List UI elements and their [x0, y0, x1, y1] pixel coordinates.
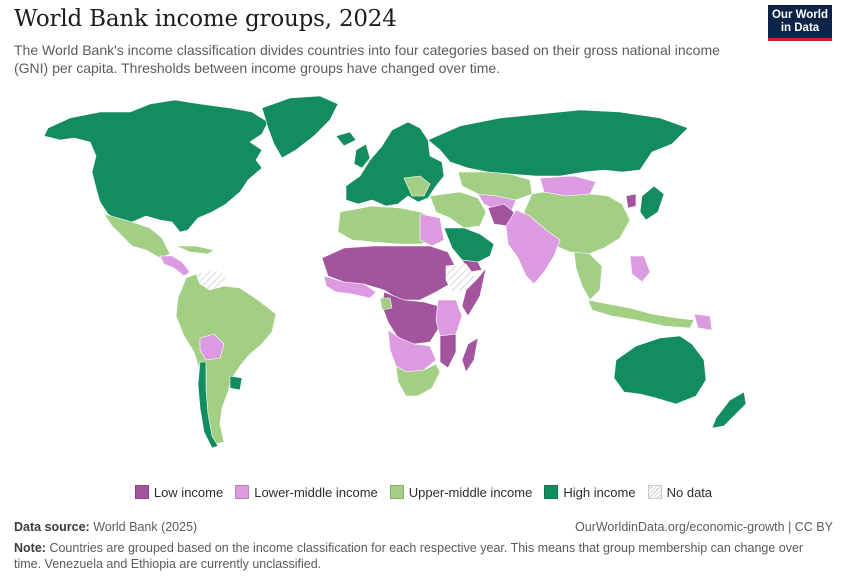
- legend-item[interactable]: No data: [647, 485, 713, 501]
- note-text: Countries are grouped based on the incom…: [14, 541, 804, 571]
- owid-logo[interactable]: Our World in Data: [768, 5, 832, 41]
- legend-item[interactable]: High income: [544, 485, 636, 501]
- region-central-africa[interactable]: [381, 291, 441, 345]
- region-iceland[interactable]: [335, 131, 357, 147]
- region-west-africa-coast[interactable]: [323, 275, 377, 299]
- region-new-zealand[interactable]: [711, 391, 747, 429]
- legend-label: No data: [666, 485, 713, 501]
- legend-item[interactable]: Low income: [134, 485, 224, 501]
- legend-swatch: [134, 485, 149, 500]
- region-east-africa[interactable]: [435, 299, 463, 337]
- legend-label: Low income: [153, 485, 224, 501]
- region-madagascar[interactable]: [461, 337, 479, 373]
- region-north-america[interactable]: [43, 99, 269, 233]
- region-somalia[interactable]: [461, 267, 487, 317]
- region-southeast-asia[interactable]: [573, 251, 603, 301]
- region-uk[interactable]: [353, 143, 371, 169]
- logo-accent-bar: [768, 38, 832, 41]
- data-source: Data source: World Bank (2025): [14, 520, 197, 534]
- region-turkey-iran[interactable]: [429, 191, 487, 229]
- region-caribbean[interactable]: [175, 245, 215, 255]
- legend-swatch: [544, 485, 559, 500]
- legend-item[interactable]: Lower-middle income: [235, 485, 378, 500]
- region-southern-africa[interactable]: [395, 363, 441, 397]
- note-label: Note:: [14, 541, 46, 555]
- chart-subtitle: The World Bank's income classification d…: [14, 42, 720, 76]
- region-north-korea[interactable]: [625, 193, 637, 209]
- region-japan[interactable]: [639, 185, 665, 221]
- region-gabon[interactable]: [379, 297, 393, 311]
- region-south-asia[interactable]: [505, 209, 561, 285]
- region-central-asia[interactable]: [457, 171, 533, 201]
- legend-label: High income: [563, 485, 636, 501]
- logo-line-1: Our World: [771, 9, 828, 21]
- region-indonesia[interactable]: [587, 299, 695, 329]
- region-egypt[interactable]: [419, 213, 445, 247]
- legend-swatch: [389, 485, 404, 500]
- legend-label: Upper-middle income: [408, 485, 533, 501]
- region-bolivia[interactable]: [199, 333, 225, 361]
- region-uruguay[interactable]: [229, 375, 243, 391]
- legend-item[interactable]: Upper-middle income: [389, 485, 533, 501]
- region-balkans[interactable]: [403, 175, 431, 197]
- credit-link[interactable]: OurWorldinData.org/economic-growth | CC …: [575, 520, 833, 534]
- region-mozambique[interactable]: [439, 333, 457, 369]
- region-russia[interactable]: [427, 109, 689, 177]
- logo-line-2: in Data: [780, 22, 820, 34]
- region-chile[interactable]: [197, 361, 219, 449]
- region-australia[interactable]: [613, 335, 707, 405]
- data-source-text[interactable]: World Bank (2025): [93, 520, 198, 534]
- region-south-america[interactable]: [175, 273, 277, 445]
- region-arabian-peninsula[interactable]: [443, 227, 495, 263]
- region-greenland[interactable]: [261, 95, 339, 159]
- region-papua-new-guinea[interactable]: [693, 313, 713, 331]
- data-source-label: Data source:: [14, 520, 90, 534]
- chart-title: World Bank income groups, 2024: [14, 6, 397, 32]
- region-philippines[interactable]: [629, 255, 651, 283]
- footnote: Note: Countries are grouped based on the…: [14, 540, 814, 572]
- legend-swatch: [235, 485, 250, 500]
- map-legend: Low income Lower-middle income Upper-middl…: [0, 484, 847, 500]
- legend-swatch: [647, 485, 662, 500]
- region-central-america[interactable]: [159, 255, 191, 277]
- region-angola-zambia[interactable]: [387, 329, 437, 373]
- legend-label: Lower-middle income: [254, 485, 378, 501]
- region-mexico[interactable]: [103, 213, 171, 259]
- world-map[interactable]: [0, 88, 847, 468]
